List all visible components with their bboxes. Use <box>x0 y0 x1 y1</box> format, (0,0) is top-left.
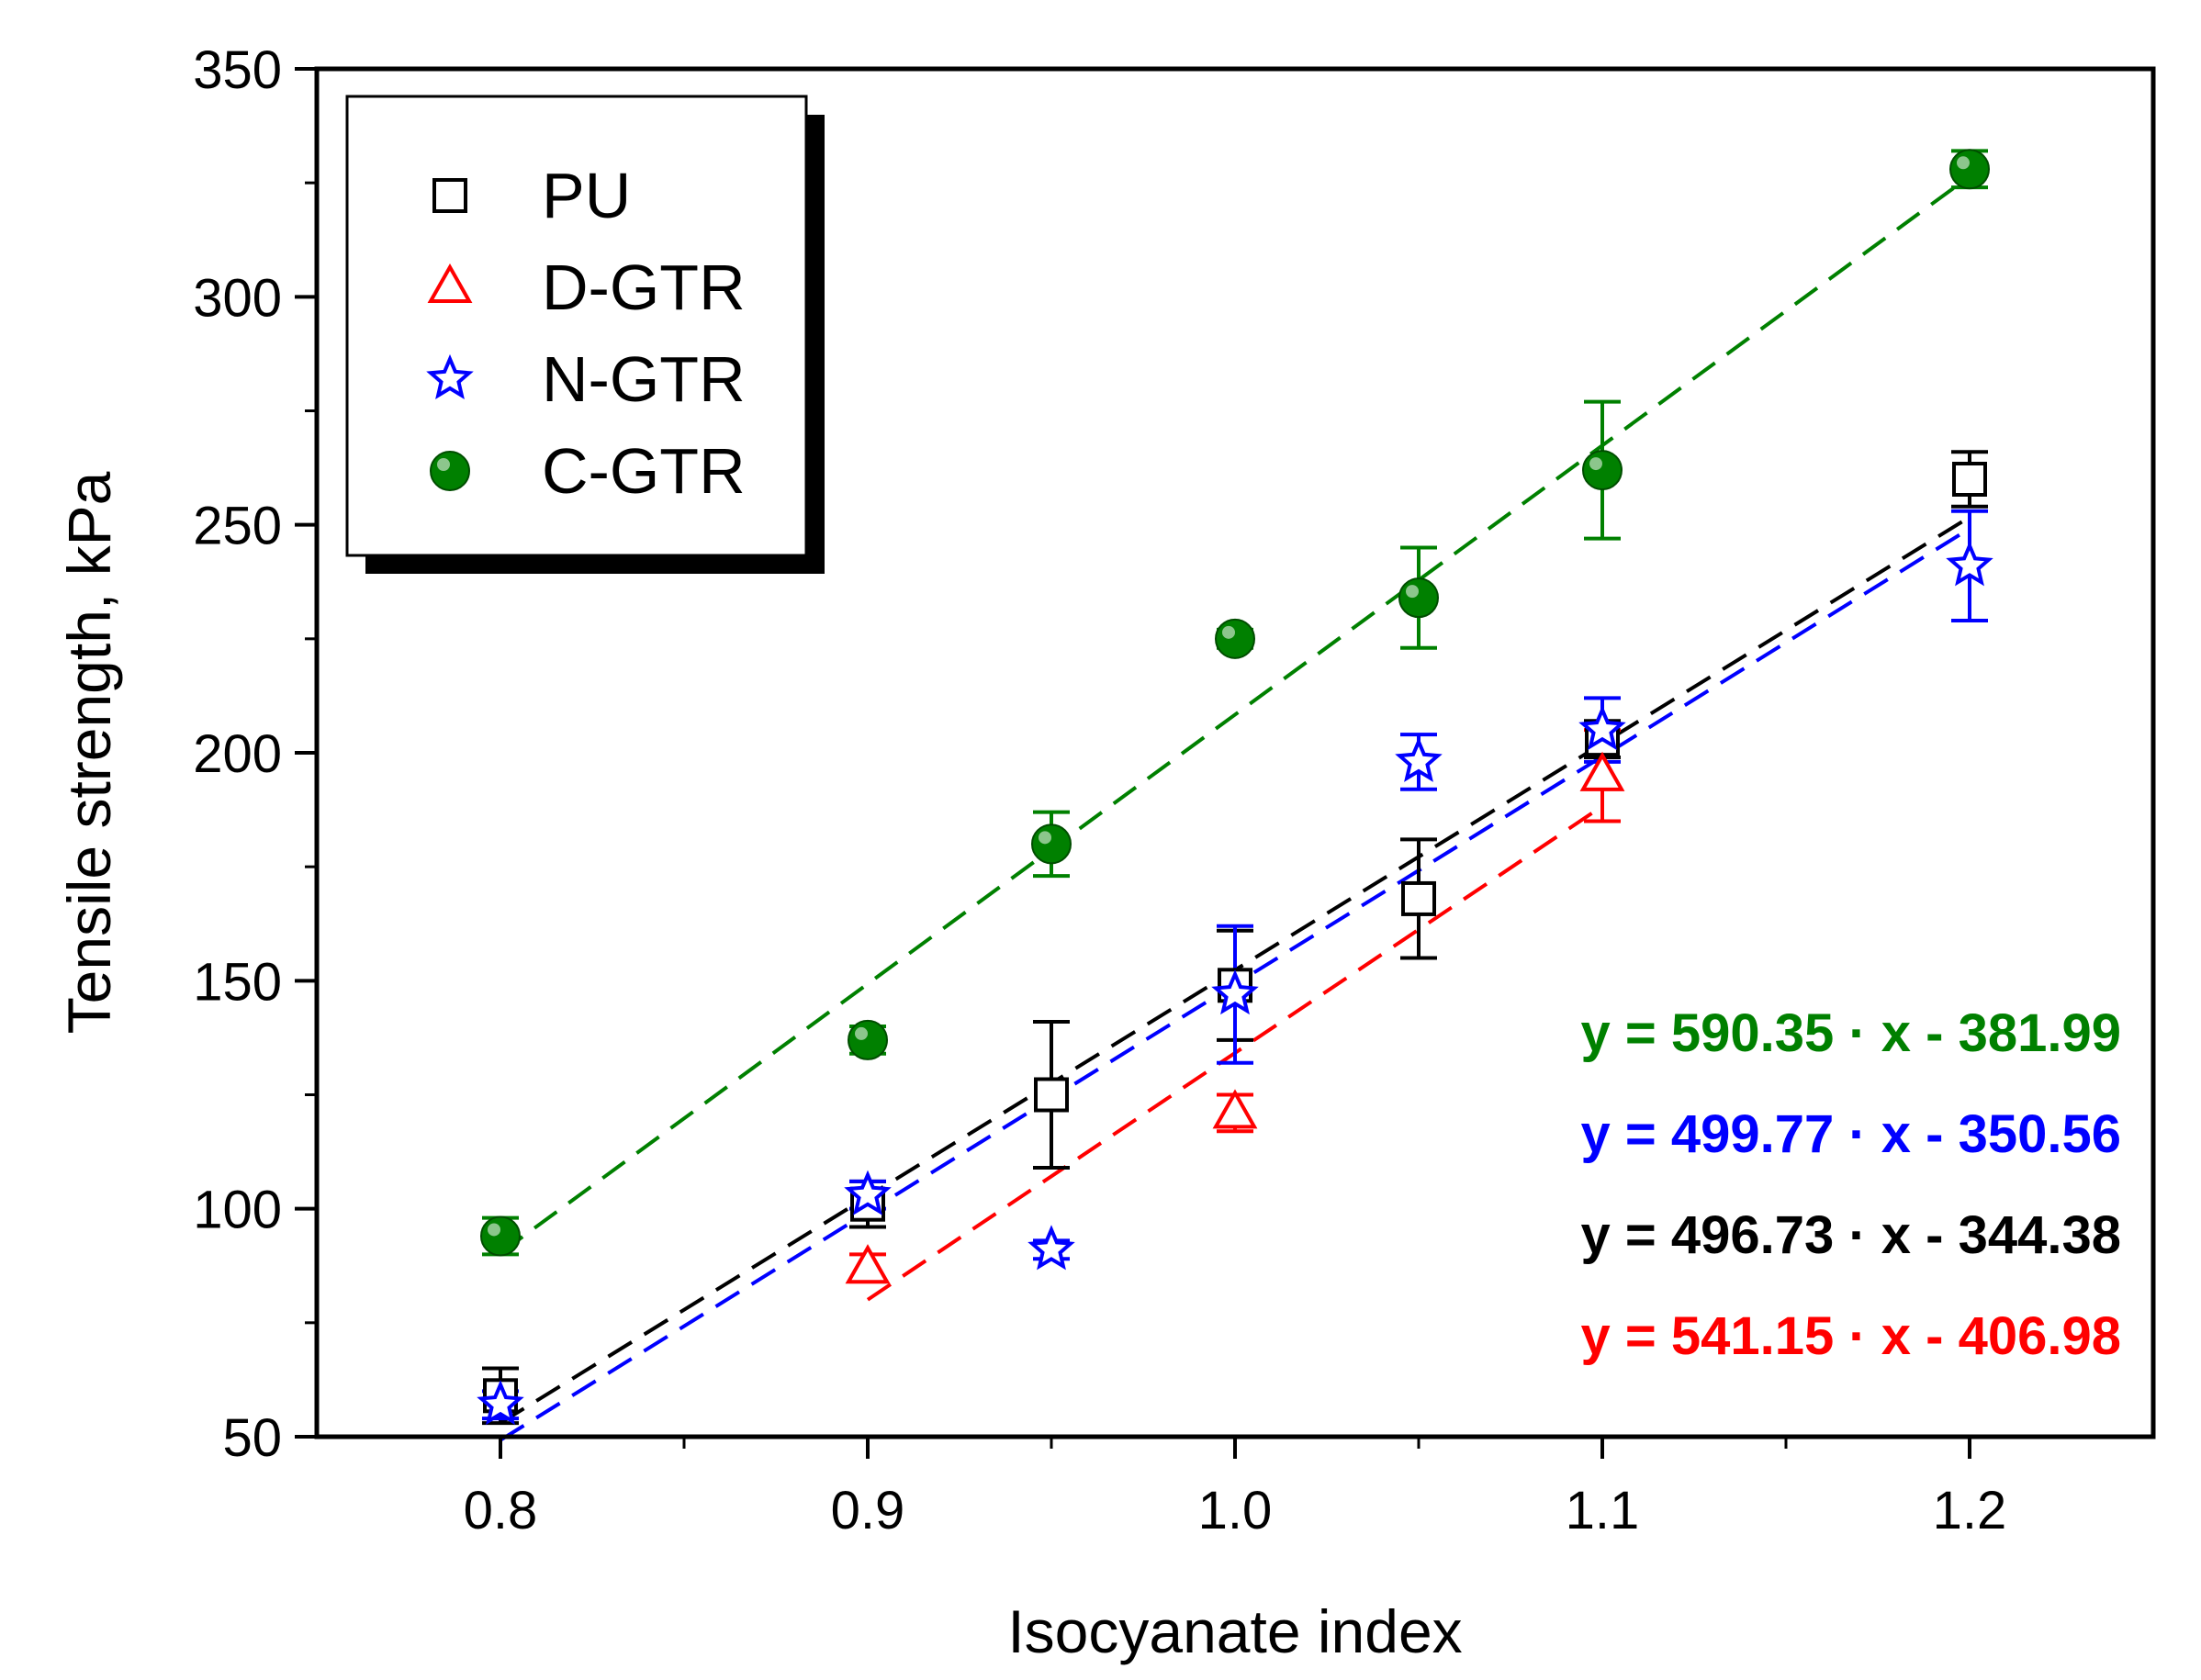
y-tick-label: 200 <box>193 724 282 784</box>
data-point-d-gtr <box>1212 1089 1258 1129</box>
legend-label-n-gtr: N-GTR <box>542 343 746 415</box>
legend-box <box>345 95 808 557</box>
marker-highlight <box>1406 585 1419 599</box>
data-point-pu <box>1034 1077 1069 1113</box>
fit-equations: y = 590.35 · x - 381.99 y = 499.77 · x -… <box>1581 1003 2122 1366</box>
y-axis-title: Tensile strength, kPa <box>55 471 123 1034</box>
equation-n-gtr: y = 499.77 · x - 350.56 <box>1581 1104 2122 1164</box>
legend-marker-n-gtr <box>426 353 474 399</box>
data-point-n-gtr <box>477 1380 524 1426</box>
marker-highlight <box>1222 625 1235 639</box>
y-tick-label: 300 <box>193 268 282 328</box>
data-point-c-gtr <box>1031 823 1072 865</box>
x-tick-label: 1.0 <box>1198 1481 1273 1540</box>
marker-highlight <box>1589 457 1602 471</box>
data-point-n-gtr <box>844 1170 892 1215</box>
legend-marker-pu <box>432 178 467 213</box>
data-point-c-gtr <box>1949 149 1990 190</box>
x-tick-label: 1.1 <box>1566 1481 1640 1540</box>
x-tick-label: 0.8 <box>464 1481 538 1540</box>
equation-c-gtr: y = 590.35 · x - 381.99 <box>1581 1003 2122 1063</box>
data-point-c-gtr <box>1215 618 1255 659</box>
data-point-pu <box>1401 880 1436 916</box>
data-point-c-gtr <box>1582 450 1623 491</box>
data-point-n-gtr <box>1028 1225 1075 1271</box>
data-point-n-gtr <box>1946 541 1993 587</box>
legend-label-c-gtr: C-GTR <box>542 435 746 507</box>
y-tick-label: 50 <box>222 1408 282 1468</box>
legend-marker-c-gtr <box>430 451 470 491</box>
y-tick-label: 100 <box>193 1181 282 1240</box>
y-tick-label: 150 <box>193 952 282 1012</box>
data-point-d-gtr <box>845 1244 891 1284</box>
data-point-c-gtr <box>480 1215 521 1257</box>
legend-markers <box>426 178 474 491</box>
legend: PU D-GTR N-GTR C-GTR <box>345 95 825 574</box>
marker-highlight <box>488 1223 500 1237</box>
marker-highlight <box>1039 831 1051 845</box>
equation-d-gtr: y = 541.15 · x - 406.98 <box>1581 1306 2122 1366</box>
x-tick-label: 0.9 <box>831 1481 905 1540</box>
equation-pu: y = 496.73 · x - 344.38 <box>1581 1205 2122 1265</box>
tick-labels: 0.8 0.9 1.0 1.1 1.2 50 100 150 200 250 300 350 <box>193 40 2006 1540</box>
data-point-c-gtr <box>848 1019 888 1060</box>
data-point-n-gtr <box>1211 969 1259 1015</box>
x-axis-title: Isocyanate index <box>1007 1597 1462 1665</box>
data-point-pu <box>1952 462 1987 497</box>
y-tick-label: 350 <box>193 40 282 100</box>
fit-line-c-gtr <box>499 174 1971 1255</box>
data-point-c-gtr <box>1398 577 1439 619</box>
x-tick-label: 1.2 <box>1933 1481 2007 1540</box>
data-point-n-gtr <box>1578 705 1626 751</box>
marker-highlight <box>1957 156 1970 170</box>
axis-ticks <box>295 67 1971 1459</box>
legend-label-pu: PU <box>542 160 631 231</box>
marker-highlight <box>437 458 450 471</box>
data-point-d-gtr <box>1579 751 1625 791</box>
legend-label-d-gtr: D-GTR <box>542 252 746 323</box>
data-markers <box>477 149 1993 1426</box>
legend-marker-d-gtr <box>427 263 473 303</box>
data-point-n-gtr <box>1395 736 1443 782</box>
y-tick-label: 250 <box>193 497 282 556</box>
marker-highlight <box>855 1026 868 1040</box>
